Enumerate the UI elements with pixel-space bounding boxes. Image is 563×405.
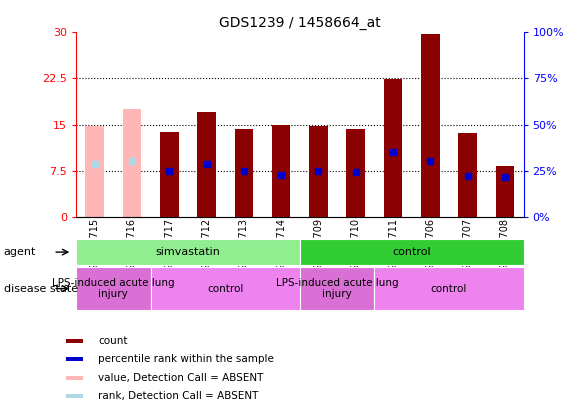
Bar — [66, 394, 83, 398]
Text: agent: agent — [4, 247, 36, 257]
Bar — [66, 375, 83, 379]
Bar — [495, 166, 514, 217]
Bar — [86, 126, 104, 217]
Text: value, Detection Call = ABSENT: value, Detection Call = ABSENT — [99, 373, 264, 383]
Bar — [384, 79, 403, 217]
Bar — [374, 267, 524, 310]
Text: count: count — [99, 336, 128, 346]
Bar — [76, 239, 300, 265]
Text: LPS-induced acute lung
injury: LPS-induced acute lung injury — [52, 278, 175, 299]
Bar — [421, 34, 440, 217]
Text: percentile rank within the sample: percentile rank within the sample — [99, 354, 274, 364]
Text: simvastatin: simvastatin — [155, 247, 220, 257]
Bar — [300, 267, 374, 310]
Bar — [123, 109, 141, 217]
Bar — [76, 267, 151, 310]
Bar — [272, 125, 291, 217]
Bar — [160, 132, 178, 217]
Text: LPS-induced acute lung
injury: LPS-induced acute lung injury — [276, 278, 399, 299]
Bar — [66, 339, 83, 343]
Text: control: control — [431, 284, 467, 294]
Bar — [300, 239, 524, 265]
Bar — [235, 130, 253, 217]
Bar — [458, 132, 477, 217]
Text: control: control — [207, 284, 243, 294]
Text: rank, Detection Call = ABSENT: rank, Detection Call = ABSENT — [99, 391, 259, 401]
Text: control: control — [392, 247, 431, 257]
Title: GDS1239 / 1458664_at: GDS1239 / 1458664_at — [219, 16, 381, 30]
Bar — [309, 126, 328, 217]
Bar — [151, 267, 300, 310]
Text: disease state: disease state — [4, 284, 78, 294]
Bar — [346, 129, 365, 217]
Bar — [66, 357, 83, 361]
Bar — [197, 112, 216, 217]
